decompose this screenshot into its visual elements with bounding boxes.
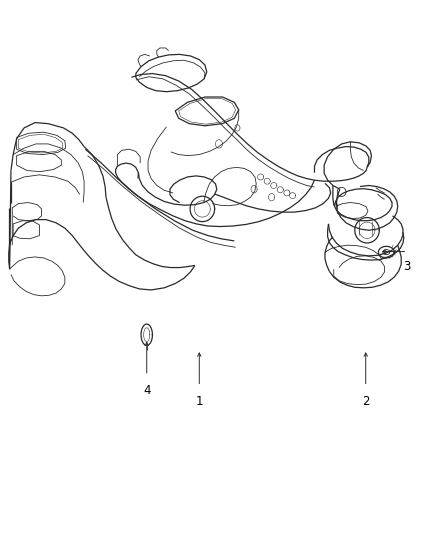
Text: 4: 4 bbox=[143, 384, 151, 397]
Text: 1: 1 bbox=[195, 395, 203, 408]
Text: 3: 3 bbox=[404, 260, 411, 273]
Text: 2: 2 bbox=[362, 395, 370, 408]
